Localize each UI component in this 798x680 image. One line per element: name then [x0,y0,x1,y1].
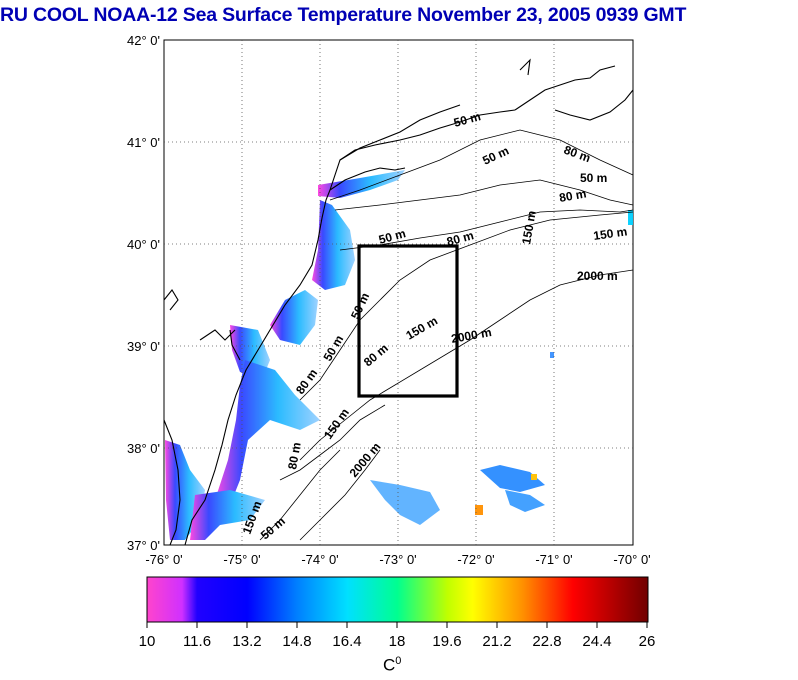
lat-label: 39° 0' [127,339,160,354]
lat-label: 41° 0' [127,135,160,150]
unit-superscript: 0 [395,655,402,667]
latitude-labels: 42° 0' 41° 0' 40° 0' 39° 0' 38° 0' 37° 0… [127,33,160,553]
sst-patch-se [370,480,440,525]
colorbar-ticks [146,622,648,628]
contour-label: 150 m [592,224,628,243]
colorbar-tick-label: 14.8 [282,633,312,650]
longitude-labels: -76° 0' -75° 0' -74° 0' -73° 0' -72° 0' … [145,552,650,567]
sst-warm-spot [475,505,483,515]
sst-patch-md [215,360,320,505]
contour-label: 80 m [285,441,304,470]
sst-patch-e [480,465,545,492]
lon-label: -71° 0' [535,552,572,567]
colorbar-unit: C0 [383,655,401,676]
sst-patch-harbor [318,170,405,198]
contour-label: 2000 m [577,269,618,283]
contour-label: 50 m [452,109,482,130]
sst-speck [550,352,554,358]
unit-base: C [383,655,396,675]
colorbar-tick-label: 19.6 [432,633,462,650]
sst-warm-spot-2 [531,474,537,480]
colorbar-tick-label: 24.4 [582,633,612,650]
contour-label: 2000 m [450,325,493,346]
lon-label: -73° 0' [379,552,416,567]
graticule [164,40,633,545]
colorbar-tick-label: 21.2 [482,633,512,650]
contour-label: 150 m [519,210,539,246]
sst-patch-nj-north [312,200,355,290]
coastline [163,58,634,546]
sst-patch-va-2 [190,490,265,540]
map-title: RU COOL NOAA-12 Sea Surface Temperature … [0,4,687,26]
lon-label: -76° 0' [145,552,182,567]
lat-label: 38° 0' [127,441,160,456]
colorbar-tick-label: 22.8 [532,633,562,650]
lon-label: -72° 0' [457,552,494,567]
lon-label: -70° 0' [613,552,650,567]
lon-label: -74° 0' [301,552,338,567]
contour-label: 80 m [558,186,587,205]
sst-patch-ne [628,210,633,225]
colorbar-tick-label: 10 [138,633,156,650]
colorbar-tick-label: 18 [388,633,406,650]
contour-label: 80 m [445,228,475,249]
lat-label: 40° 0' [127,237,160,252]
colorbar-tick-label: 26 [638,633,656,650]
contour-label: 50 m [580,171,607,185]
bathymetry-contours [259,129,634,541]
colorbar-tick-label: 13.2 [232,633,262,650]
colorbar-tick-label: 16.4 [332,633,362,650]
sst-patch-e2 [505,490,545,512]
lon-label: -75° 0' [223,552,260,567]
contour-label: 50 m [377,226,407,247]
sst-patch-nj-mid [270,290,318,345]
colorbar [146,576,649,623]
study-area-box [357,244,459,398]
colorbar-tick-label: 11.6 [182,633,212,650]
lat-label: 42° 0' [127,33,160,48]
lat-label: 37° 0' [127,538,160,553]
